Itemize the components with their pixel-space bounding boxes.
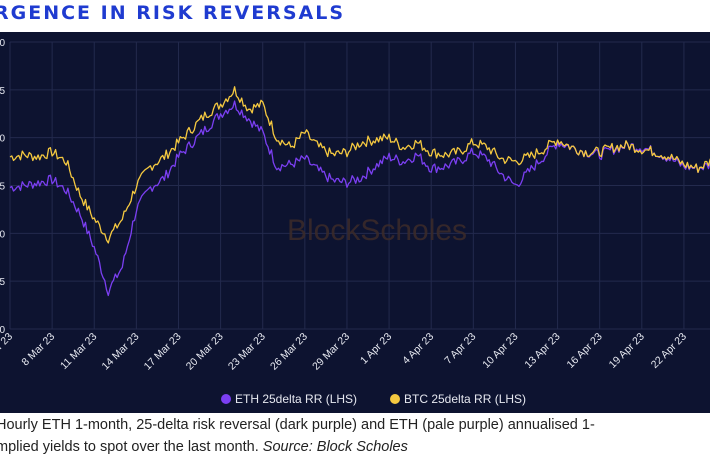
x-tick-label: 16 Apr 23 [565, 331, 605, 371]
y-tick-label: 0 [0, 134, 5, 145]
x-tick-label: 13 Apr 23 [522, 331, 562, 371]
chart-panel: 0 5 0 5 0 5 0 BlockScholes r 23 8 Mar 23 11 Mar 23… [0, 32, 710, 413]
eth-series-line [9, 100, 710, 297]
x-tick-label: 26 Mar 23 [268, 331, 310, 373]
x-tick-label: 8 Mar 23 [19, 331, 57, 369]
x-tick-label: 20 Mar 23 [184, 331, 226, 373]
risk-reversal-chart: 0 5 0 5 0 5 0 BlockScholes r 23 8 Mar 23 11 Mar 23… [0, 38, 710, 406]
y-tick-label: 5 [0, 182, 5, 193]
page-title: RGENCE IN RISK REVERSALS [0, 2, 346, 24]
x-tick-label: 23 Mar 23 [226, 331, 268, 373]
caption-source: Source: Block Scholes [262, 439, 408, 455]
legend-btc-label: BTC 25delta RR (LHS) [404, 392, 526, 406]
x-tick-label: 11 Mar 23 [58, 331, 99, 372]
btc-series-line [9, 86, 710, 244]
y-tick-label: 0 [0, 229, 5, 240]
legend-eth-label: ETH 25delta RR (LHS) [235, 392, 357, 406]
y-tick-label: 0 [0, 325, 5, 336]
y-tick-label: 5 [0, 86, 5, 97]
legend-btc-marker [390, 394, 400, 404]
legend-eth-marker [221, 394, 231, 404]
y-tick-label: 0 [0, 38, 5, 49]
x-tick-label: 19 Apr 23 [607, 331, 647, 371]
x-tick-label: 17 Mar 23 [142, 331, 184, 373]
x-tick-label: 22 Apr 23 [649, 331, 689, 371]
x-tick-label: 10 Apr 23 [480, 331, 520, 371]
caption-line-2-text: mplied yields to spot over the last mont… [0, 439, 259, 455]
x-tick-label: r 23 [0, 331, 15, 352]
x-tick-label: 14 Mar 23 [100, 331, 142, 373]
caption-line-2: mplied yields to spot over the last mont… [0, 437, 408, 458]
caption-line-1: Hourly ETH 1-month, 25-delta risk revers… [0, 417, 595, 433]
x-tick-label: 29 Mar 23 [310, 331, 352, 373]
x-tick-label: 1 Apr 23 [358, 331, 394, 367]
x-tick-label: 4 Apr 23 [400, 331, 436, 367]
x-tick-label: 7 Apr 23 [442, 331, 478, 367]
y-tick-label: 5 [0, 277, 5, 288]
watermark-text: BlockScholes [287, 214, 467, 247]
